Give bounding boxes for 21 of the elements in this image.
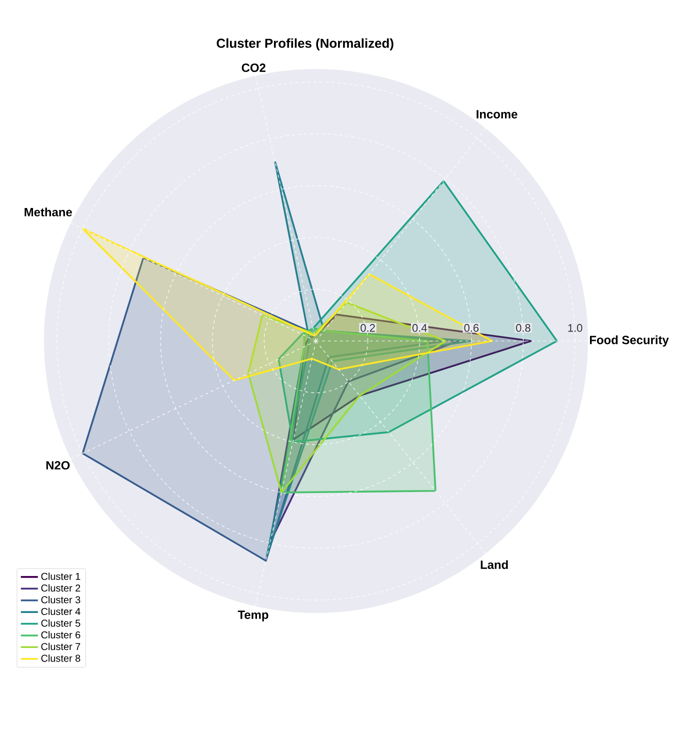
legend-label: Cluster 8 <box>41 654 80 662</box>
spoke-label: N2O <box>46 461 70 470</box>
legend-label: Cluster 6 <box>41 631 80 638</box>
spoke-label: CO2 <box>242 64 266 72</box>
legend-label: Cluster 1 <box>41 572 80 580</box>
legend-label: Cluster 4 <box>41 608 80 616</box>
y-tick-label: 0.4 <box>412 324 427 332</box>
spoke-label: Land <box>480 560 508 569</box>
legend-label: Cluster 5 <box>41 619 80 627</box>
spoke-label: Temp <box>238 610 268 622</box>
legend-label: Cluster 2 <box>41 584 80 592</box>
y-tick-label: 1.0 <box>568 324 582 332</box>
chart-title: Cluster Profiles (Normalized) <box>216 38 394 50</box>
legend-label: Cluster 3 <box>41 596 80 604</box>
legend-label: Cluster 7 <box>41 642 80 650</box>
spoke-label: Methane <box>24 208 72 216</box>
y-tick-label: 0.8 <box>516 324 530 332</box>
spoke-label: Income <box>476 110 518 118</box>
spoke-label: Food Security <box>590 335 669 347</box>
y-tick-label: 0.2 <box>360 324 375 332</box>
y-tick-label: 0.6 <box>464 324 479 332</box>
